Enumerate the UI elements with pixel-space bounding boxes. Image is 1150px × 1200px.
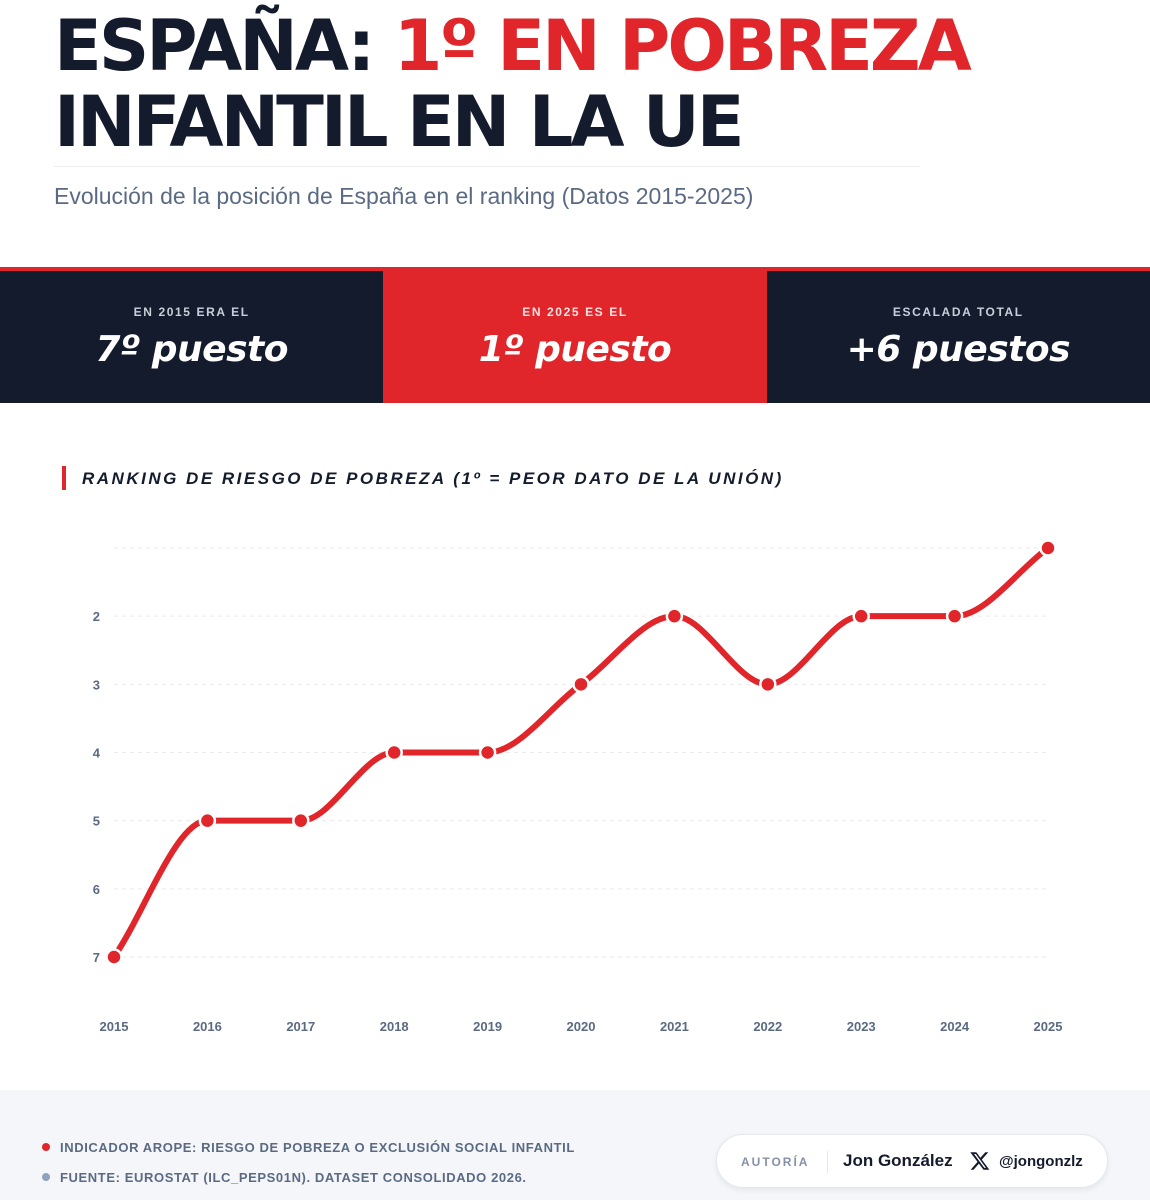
x-tick-label: 2015 xyxy=(100,1019,129,1034)
stat-label: ESCALADA TOTAL xyxy=(892,305,1024,319)
x-tick-label: 2025 xyxy=(1034,1019,1063,1034)
x-tick-label: 2021 xyxy=(660,1019,689,1034)
data-point[interactable] xyxy=(945,607,964,625)
chart-title-marker xyxy=(62,466,66,490)
y-tick-label: 2 xyxy=(93,609,100,624)
footnote-indicator-text: INDICADOR AROPE: RIESGO DE POBREZA O EXC… xyxy=(60,1140,575,1155)
header: ESPAÑA: 1º EN POBREZA INFANTIL EN LA UE E… xyxy=(0,0,1150,268)
x-tick-label: 2018 xyxy=(380,1019,409,1034)
data-point[interactable] xyxy=(572,675,590,694)
x-tick-label: 2023 xyxy=(847,1019,876,1034)
title-part1: ESPAÑA: xyxy=(54,5,394,87)
data-point[interactable] xyxy=(385,743,403,762)
stats-band: EN 2015 ERA EL 7º puesto EN 2025 ES EL 1… xyxy=(0,271,1150,403)
footnote-source: FUENTE: EUROSTAT (ILC_PEPS01N). DATASET … xyxy=(42,1170,527,1185)
x-tick-label: 2017 xyxy=(286,1019,315,1034)
x-tick-label: 2024 xyxy=(940,1019,970,1034)
chart-title: RANKING DE RIESGO DE POBREZA (1º = PEOR … xyxy=(82,469,784,488)
series-points-layer xyxy=(105,539,1057,966)
page-title: ESPAÑA: 1º EN POBREZA INFANTIL EN LA UE xyxy=(54,5,972,163)
data-point[interactable] xyxy=(1039,539,1057,557)
grey-dot-icon xyxy=(42,1173,50,1181)
author-name: Jon González xyxy=(843,1151,953,1170)
title-accent: 1º EN POBREZA xyxy=(393,5,972,87)
y-axis-ticks: 2 3 4 5 6 7 xyxy=(93,609,101,965)
data-point[interactable] xyxy=(852,607,870,625)
title-divider xyxy=(54,166,920,167)
x-tick-label: 2019 xyxy=(473,1019,502,1034)
author-badge: AUTORÍA Jon González @jongonzlz xyxy=(716,1134,1108,1188)
data-point[interactable] xyxy=(478,743,497,762)
author-label: AUTORÍA xyxy=(741,1155,810,1169)
data-point[interactable] xyxy=(292,811,310,830)
stat-value: 1º puesto xyxy=(478,329,672,370)
footnote-indicator: INDICADOR AROPE: RIESGO DE POBREZA O EXC… xyxy=(42,1140,575,1155)
stat-value: +6 puestos xyxy=(846,329,1071,370)
data-point[interactable] xyxy=(759,675,777,694)
x-tick-label: 2016 xyxy=(193,1019,222,1034)
stat-card-2015: EN 2015 ERA EL 7º puesto xyxy=(0,271,384,403)
stat-label: EN 2015 ERA EL xyxy=(133,305,250,319)
accent-strip xyxy=(0,267,1150,271)
data-point[interactable] xyxy=(665,607,684,625)
stat-value: 7º puesto xyxy=(95,329,288,370)
footnote-source-text: FUENTE: EUROSTAT (ILC_PEPS01N). DATASET … xyxy=(60,1170,527,1185)
data-point[interactable] xyxy=(105,948,123,966)
data-point[interactable] xyxy=(198,811,217,830)
title-line2: INFANTIL EN LA UE xyxy=(54,81,745,163)
x-tick-label: 2022 xyxy=(753,1019,782,1034)
y-tick-label: 5 xyxy=(93,814,100,829)
x-logo-icon xyxy=(970,1152,990,1170)
chart-gridlines xyxy=(114,547,1048,958)
stat-card-2025: EN 2025 ES EL 1º puesto xyxy=(383,271,767,403)
x-axis-ticks: 2015 2016 2017 2018 2019 2020 2021 2022 2023 2024… xyxy=(100,1019,1063,1034)
y-tick-label: 6 xyxy=(93,882,100,897)
stat-card-total: ESCALADA TOTAL +6 puestos xyxy=(766,271,1150,403)
author-separator xyxy=(827,1151,828,1173)
red-dot-icon xyxy=(42,1143,50,1151)
page-subtitle: Evolución de la posición de España en el… xyxy=(54,183,754,209)
stat-label: EN 2025 ES EL xyxy=(522,305,628,319)
y-tick-label: 4 xyxy=(93,746,101,761)
author-handle-link[interactable]: @jongonzlz xyxy=(999,1153,1083,1170)
y-tick-label: 7 xyxy=(93,950,100,965)
x-tick-label: 2020 xyxy=(567,1019,596,1034)
y-tick-label: 3 xyxy=(93,677,100,692)
